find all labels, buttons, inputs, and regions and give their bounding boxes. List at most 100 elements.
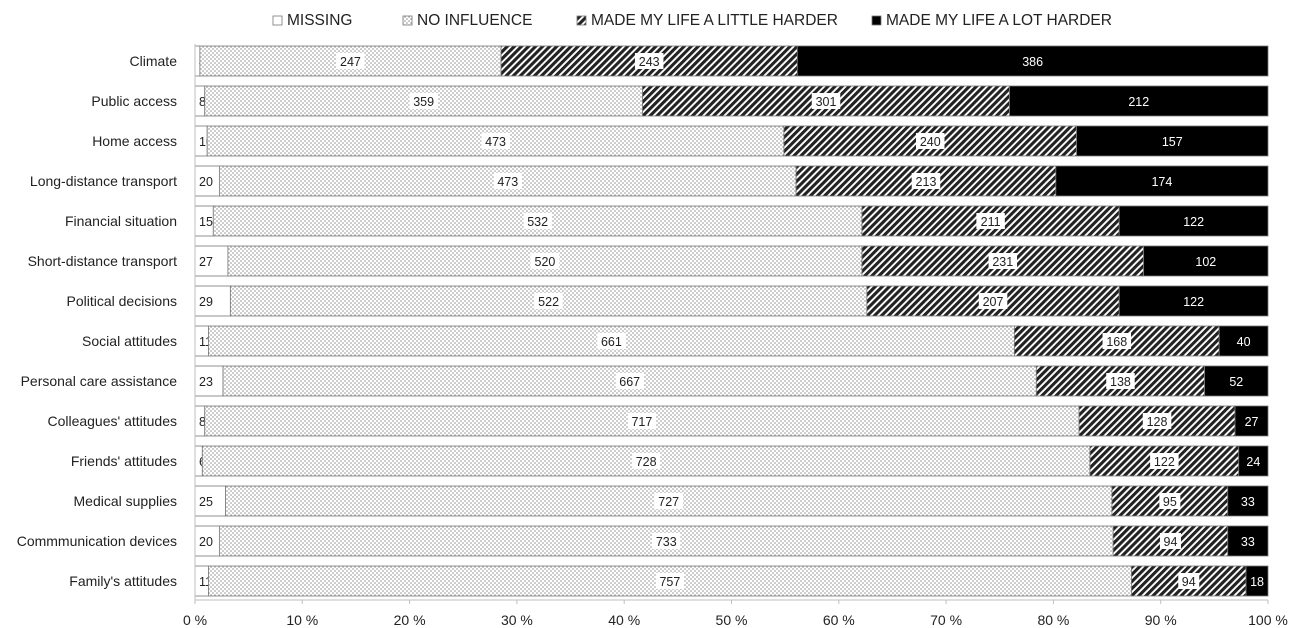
legend-label-1: MISSING [287,12,352,29]
data-label-group: 157 [1162,135,1183,149]
data-label: 532 [527,215,548,229]
data-label-group: 18 [1250,575,1264,589]
data-label: 33 [1241,495,1255,509]
data-label-background [1159,533,1181,549]
data-label-background [634,53,664,69]
bar-segment-4 [1227,525,1269,557]
bar-segment-4 [796,45,1269,77]
data-label: 473 [485,135,506,149]
x-tick-label: 40 % [608,612,640,628]
data-label-background [409,93,438,109]
data-label-group: 359 [409,93,438,109]
data-label: 301 [816,95,837,109]
data-label-group: 29 [199,295,213,309]
data-label-group: 213 [911,173,941,189]
data-label: 138 [1110,375,1131,389]
data-label-group: 95 [1159,493,1181,509]
data-label-group: 386 [1022,55,1043,69]
data-label: 33 [1241,535,1255,549]
bar-segment-4 [1245,565,1269,597]
bar-segment-4 [1143,245,1269,277]
data-label-group: 52 [1229,375,1243,389]
data-label: 20 [199,535,213,549]
data-label: 247 [340,55,361,69]
data-label-group: 33 [1241,535,1255,549]
x-tick-label: 50 % [716,612,748,628]
data-label-background [481,133,510,149]
bar-segment-3 [1035,365,1205,397]
bar-segment-3 [783,125,1077,157]
data-label-group: 473 [481,133,510,149]
data-label-group: 122 [1183,295,1204,309]
category-label: Climate [130,53,178,69]
data-label-background [597,333,626,349]
bar-segment-1 [194,245,229,277]
data-label-background [988,253,1018,269]
data-label: 231 [992,255,1013,269]
data-label-group: 211 [976,213,1005,229]
data-label: 18 [1250,575,1264,589]
data-label: 240 [920,135,941,149]
data-label-background [493,173,523,189]
data-label-group: 20 [199,175,213,189]
data-label-group: 25 [199,495,213,509]
data-label-group: 247 [336,53,365,69]
x-tick-label: 60 % [823,612,855,628]
data-label-group: 20 [199,535,213,549]
data-label-background [1178,573,1200,589]
category-label: Home access [92,133,177,149]
data-label: 661 [601,335,622,349]
data-label: 157 [1162,135,1183,149]
legend-swatch-3 [576,15,587,26]
data-label-background [1150,453,1179,469]
data-label: 122 [1183,295,1204,309]
data-label: 102 [1195,255,1216,269]
data-label-group: 661 [597,333,626,349]
data-label-group: 727 [654,493,683,509]
data-label-group: 8 [199,415,206,429]
data-label-group: 243 [634,53,664,69]
data-label-group: 667 [615,373,644,389]
data-label: 52 [1229,375,1243,389]
bar-segment-3 [642,85,1010,117]
data-label: 522 [538,295,559,309]
x-tick-label: 0 % [183,612,207,628]
bar-segment-1 [194,285,231,317]
x-tick-label: 100 % [1248,612,1288,628]
category-label: Medical supplies [74,493,178,509]
category-label: Public access [91,93,177,109]
x-axis: 0 % 10 % 20 % 30 % 40 % 50 % 60 % 70 % 80 % 90 % 1… [183,44,1288,628]
data-label-group: 94 [1159,533,1181,549]
data-label-group: 207 [978,293,1008,309]
data-label: 733 [656,535,677,549]
data-label-background [1159,493,1181,509]
data-label-background [978,293,1008,309]
data-label-background [654,493,683,509]
category-labels: Climate Public access Home access Long-dist… [17,53,178,589]
x-tick-label: 80 % [1037,612,1069,628]
bar-segment-1 [194,525,220,557]
data-label-background [976,213,1005,229]
data-label-background [1102,333,1132,349]
bars: 4247243386835930121210473240157204732131… [194,45,1269,597]
data-label: 728 [636,455,657,469]
bar-segment-4 [1227,485,1269,517]
data-label-group: 728 [631,453,661,469]
data-label: 520 [535,255,556,269]
bar-segment-4 [1204,365,1269,397]
bar-segment-4 [1076,125,1269,157]
legend: MISSING NO INFLUENCE MADE MY LIFE A LITTLE… [272,12,1112,29]
legend-label-3: MADE MY LIFE A LITTLE HARDER [591,12,838,29]
category-label: Colleagues' attitudes [47,413,177,429]
x-tick-label: 70 % [930,612,962,628]
data-label-group: 94 [1178,573,1200,589]
data-label-group: 128 [1142,413,1172,429]
data-label: 128 [1147,415,1168,429]
data-label-group: 733 [652,533,681,549]
category-label: Financial situation [65,213,177,229]
data-label: 473 [497,175,518,189]
data-label: 717 [631,415,652,429]
data-label-background [530,253,560,269]
data-label: 174 [1151,175,1172,189]
category-label: Social attitudes [82,333,177,349]
